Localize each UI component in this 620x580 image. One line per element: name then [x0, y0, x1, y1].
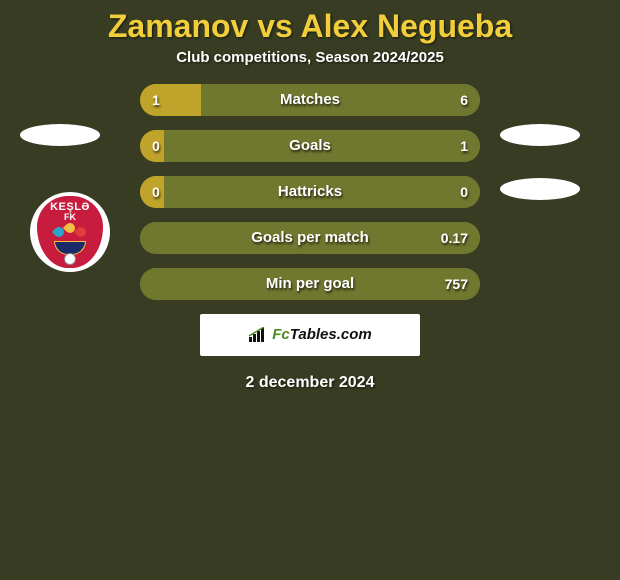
- title-player-left: Zamanov: [108, 8, 248, 44]
- brand-box: FcTables.com: [200, 314, 420, 356]
- title-vs: vs: [257, 8, 293, 44]
- stat-row: Goals01: [140, 130, 480, 162]
- placeholder-ellipse: [20, 124, 100, 146]
- stat-row: Min per goal757: [140, 268, 480, 300]
- stat-row: Hattricks00: [140, 176, 480, 208]
- page-title: Zamanov vs Alex Negueba: [0, 0, 620, 49]
- stat-bar-right: [140, 222, 480, 254]
- club-badge-shield: KEŞLƏ FK: [37, 196, 103, 268]
- stat-bar-left: [140, 176, 164, 208]
- placeholder-ellipse: [500, 178, 580, 200]
- stat-bar-left: [140, 84, 201, 116]
- title-player-right: Alex Negueba: [301, 8, 513, 44]
- stat-bar-right: [164, 176, 480, 208]
- club-badge-art: [48, 225, 92, 261]
- club-badge-line2: FK: [64, 213, 76, 223]
- brand-text: FcTables.com: [272, 326, 372, 344]
- stat-row: Matches16: [140, 84, 480, 116]
- subtitle: Club competitions, Season 2024/2025: [0, 49, 620, 84]
- stat-bar-right: [201, 84, 480, 116]
- date-label: 2 december 2024: [0, 374, 620, 392]
- stat-bar-right: [164, 130, 480, 162]
- stats-panel: Matches16 Goals01 Hattricks00 Goals per mat…: [140, 84, 480, 300]
- stat-row: Goals per match0.17: [140, 222, 480, 254]
- stat-bar-left: [140, 130, 164, 162]
- brand-chart-icon: [248, 327, 268, 343]
- stat-bar-right: [140, 268, 480, 300]
- brand-prefix: Fc: [272, 326, 290, 343]
- comparison-card: Zamanov vs Alex Negueba Club competition…: [0, 0, 620, 392]
- brand-suffix: Tables.com: [290, 326, 372, 343]
- placeholder-ellipse: [500, 124, 580, 146]
- club-badge: KEŞLƏ FK: [30, 192, 110, 272]
